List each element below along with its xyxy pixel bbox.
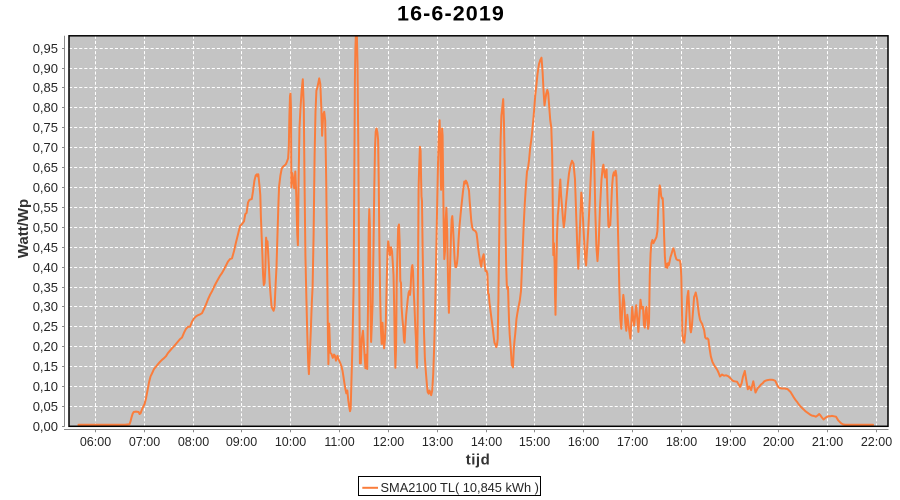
svg-text:20:00: 20:00 (763, 435, 794, 449)
svg-text:0,05: 0,05 (33, 399, 58, 414)
svg-text:0,85: 0,85 (33, 80, 58, 95)
svg-text:16:00: 16:00 (568, 435, 599, 449)
svg-text:0,65: 0,65 (33, 160, 58, 175)
svg-text:06:00: 06:00 (80, 435, 111, 449)
svg-text:12:00: 12:00 (373, 435, 404, 449)
svg-text:10:00: 10:00 (275, 435, 306, 449)
svg-text:0,70: 0,70 (33, 140, 58, 155)
svg-text:11:00: 11:00 (324, 435, 354, 449)
svg-text:22:00: 22:00 (861, 435, 892, 449)
svg-text:0,75: 0,75 (33, 120, 58, 135)
svg-text:0,45: 0,45 (33, 240, 58, 255)
svg-text:14:00: 14:00 (471, 435, 502, 449)
svg-text:16-6-2019: 16-6-2019 (397, 2, 505, 26)
svg-text:tijd: tijd (466, 451, 491, 468)
svg-text:09:00: 09:00 (226, 435, 257, 449)
svg-text:0,40: 0,40 (33, 260, 58, 275)
svg-text:0,15: 0,15 (33, 359, 58, 374)
svg-text:15:00: 15:00 (519, 435, 550, 449)
svg-text:SMA2100 TL( 10,845 kWh ): SMA2100 TL( 10,845 kWh ) (381, 480, 539, 495)
svg-text:0,25: 0,25 (33, 319, 58, 334)
svg-text:19:00: 19:00 (715, 435, 746, 449)
svg-text:13:00: 13:00 (422, 435, 453, 449)
svg-text:0,30: 0,30 (33, 299, 58, 314)
svg-text:0,55: 0,55 (33, 200, 58, 215)
svg-text:0,60: 0,60 (33, 180, 58, 195)
svg-text:0,90: 0,90 (33, 61, 58, 76)
svg-text:17:00: 17:00 (617, 435, 648, 449)
svg-text:0,00: 0,00 (33, 419, 58, 434)
svg-text:0,35: 0,35 (33, 280, 58, 295)
svg-text:Watt/Wp: Watt/Wp (15, 199, 32, 258)
svg-text:07:00: 07:00 (129, 435, 160, 449)
svg-text:0,50: 0,50 (33, 220, 58, 235)
svg-text:0,80: 0,80 (33, 100, 58, 115)
svg-text:0,10: 0,10 (33, 379, 58, 394)
svg-text:0,20: 0,20 (33, 339, 58, 354)
svg-text:18:00: 18:00 (666, 435, 697, 449)
svg-text:21:00: 21:00 (812, 435, 843, 449)
svg-text:0,95: 0,95 (33, 41, 58, 56)
svg-text:08:00: 08:00 (178, 435, 209, 449)
